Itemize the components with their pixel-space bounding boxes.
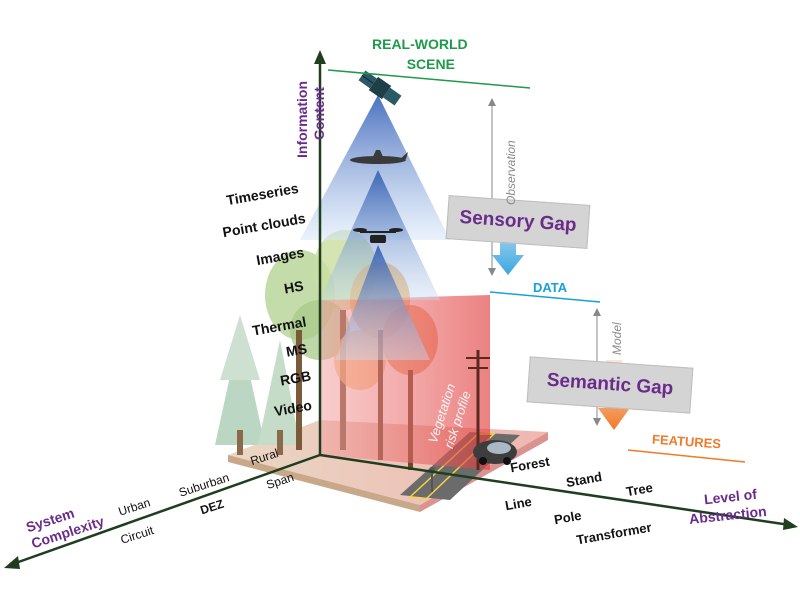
y-axis-title-line1: Information <box>294 81 310 158</box>
semantic-gap-label: Semantic Gap <box>546 369 674 400</box>
observation-arrow <box>488 98 496 276</box>
real-world-line <box>327 69 531 89</box>
real-world-line2: SCENE <box>406 56 455 72</box>
right-axis <box>319 453 791 527</box>
left-axis <box>9 453 321 567</box>
sensory-gap-label: Sensory Gap <box>458 206 578 237</box>
real-world-line1: REAL-WORLD <box>372 36 468 52</box>
left-axis-arrowhead <box>4 556 20 569</box>
features-line <box>627 449 746 463</box>
real-world-label: REAL-WORLD SCENE <box>372 34 468 74</box>
observation-label: Observation <box>504 140 518 205</box>
data-line <box>489 291 601 303</box>
satellite-beam <box>300 95 450 240</box>
car-icon <box>473 440 517 465</box>
drone-icon <box>353 228 403 243</box>
satellite-icon <box>358 70 402 106</box>
y-axis-title-line2: Content <box>311 87 327 140</box>
model-label: Model <box>610 322 624 355</box>
axes <box>4 50 798 569</box>
drone-beam <box>335 245 430 360</box>
data-label: DATA <box>533 280 568 295</box>
y-axis-title: Information Content <box>294 81 328 158</box>
y-axis-arrowhead <box>314 50 326 64</box>
airplane-icon <box>350 150 408 164</box>
right-axis-arrowhead <box>783 518 798 530</box>
data-type-hs: HS <box>282 277 305 297</box>
